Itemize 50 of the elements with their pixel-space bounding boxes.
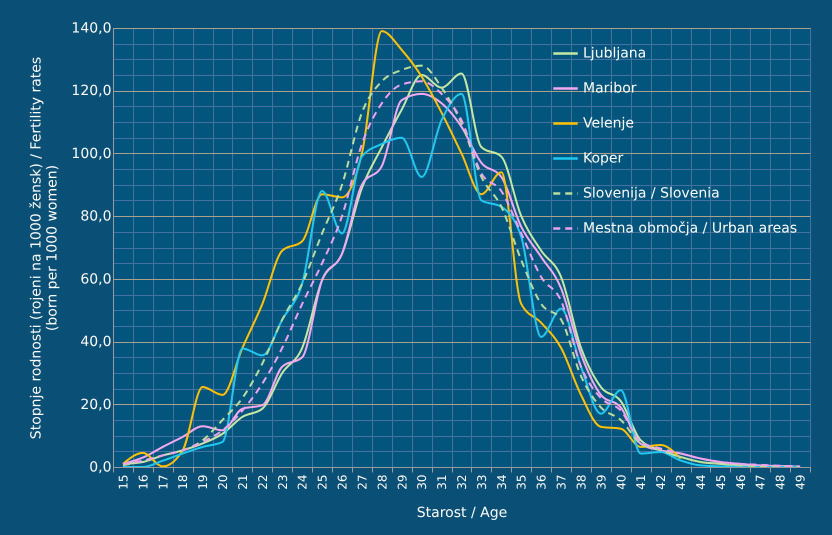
x-tick-label: 44 bbox=[694, 474, 708, 490]
x-tick-label: 15 bbox=[116, 474, 130, 490]
x-tick-label: 33 bbox=[474, 474, 489, 490]
x-tick-label: 38 bbox=[574, 474, 588, 490]
x-tick-label: 31 bbox=[435, 474, 450, 490]
y-tick-label: 60,0 bbox=[80, 271, 112, 288]
x-tick-label: 19 bbox=[196, 474, 210, 490]
x-tick-label: 25 bbox=[316, 474, 330, 490]
y-tick-label: 20,0 bbox=[80, 396, 112, 413]
y-tick-label: 140,0 bbox=[71, 20, 112, 36]
x-tick-label: 32 bbox=[455, 474, 469, 490]
x-tick-label: 27 bbox=[355, 474, 370, 490]
x-tick-label: 47 bbox=[754, 474, 768, 490]
x-tick-label: 24 bbox=[296, 474, 310, 490]
legend-label: Slovenija / Slovenia bbox=[583, 186, 720, 202]
x-tick-label: 48 bbox=[774, 474, 788, 490]
y-tick-label: 0,0 bbox=[89, 460, 112, 476]
x-tick-label: 16 bbox=[136, 474, 150, 490]
y-tick-label: 80,0 bbox=[80, 208, 112, 225]
legend-label: Ljubljana bbox=[583, 46, 646, 62]
x-tick-label: 23 bbox=[276, 474, 290, 490]
y-tick-label: 40,0 bbox=[80, 334, 112, 350]
x-tick-label: 17 bbox=[156, 474, 170, 490]
x-tick-label: 20 bbox=[216, 474, 230, 490]
legend-label: Velenje bbox=[583, 116, 634, 132]
y-axis-title: Stopnje rodnosti (rojeni na 1000 žensk) / Fertility rates (born per 1000 women) bbox=[28, 56, 60, 440]
x-axis-title: Starost / Age bbox=[416, 504, 508, 521]
legend-label: Mestna območja / Urban areas bbox=[583, 220, 798, 236]
x-tick-label: 29 bbox=[395, 474, 410, 490]
x-tick-label: 39 bbox=[594, 474, 608, 490]
x-tick-label: 49 bbox=[794, 474, 808, 490]
y-tick-label: 120,0 bbox=[71, 83, 112, 100]
x-tick-label: 22 bbox=[256, 474, 270, 490]
x-tick-label: 34 bbox=[494, 474, 509, 490]
x-tick-label: 21 bbox=[236, 474, 250, 490]
x-tick-label: 43 bbox=[674, 474, 688, 490]
x-tick-label: 18 bbox=[176, 474, 190, 490]
x-tick-label: 46 bbox=[734, 474, 748, 490]
x-tick-label: 36 bbox=[534, 474, 549, 490]
x-tick-label: 26 bbox=[336, 474, 350, 490]
x-tick-label: 37 bbox=[554, 474, 569, 490]
y-tick-label: 100,0 bbox=[71, 146, 112, 162]
x-tick-label: 41 bbox=[634, 474, 648, 490]
x-tick-label: 30 bbox=[415, 474, 430, 490]
legend-label: Koper bbox=[583, 150, 624, 166]
x-tick-label: 28 bbox=[375, 474, 390, 490]
x-tick-label: 40 bbox=[614, 474, 628, 490]
x-tick-label: 35 bbox=[514, 474, 529, 490]
x-tick-label: 42 bbox=[654, 474, 668, 490]
x-tick-label: 45 bbox=[714, 474, 728, 490]
